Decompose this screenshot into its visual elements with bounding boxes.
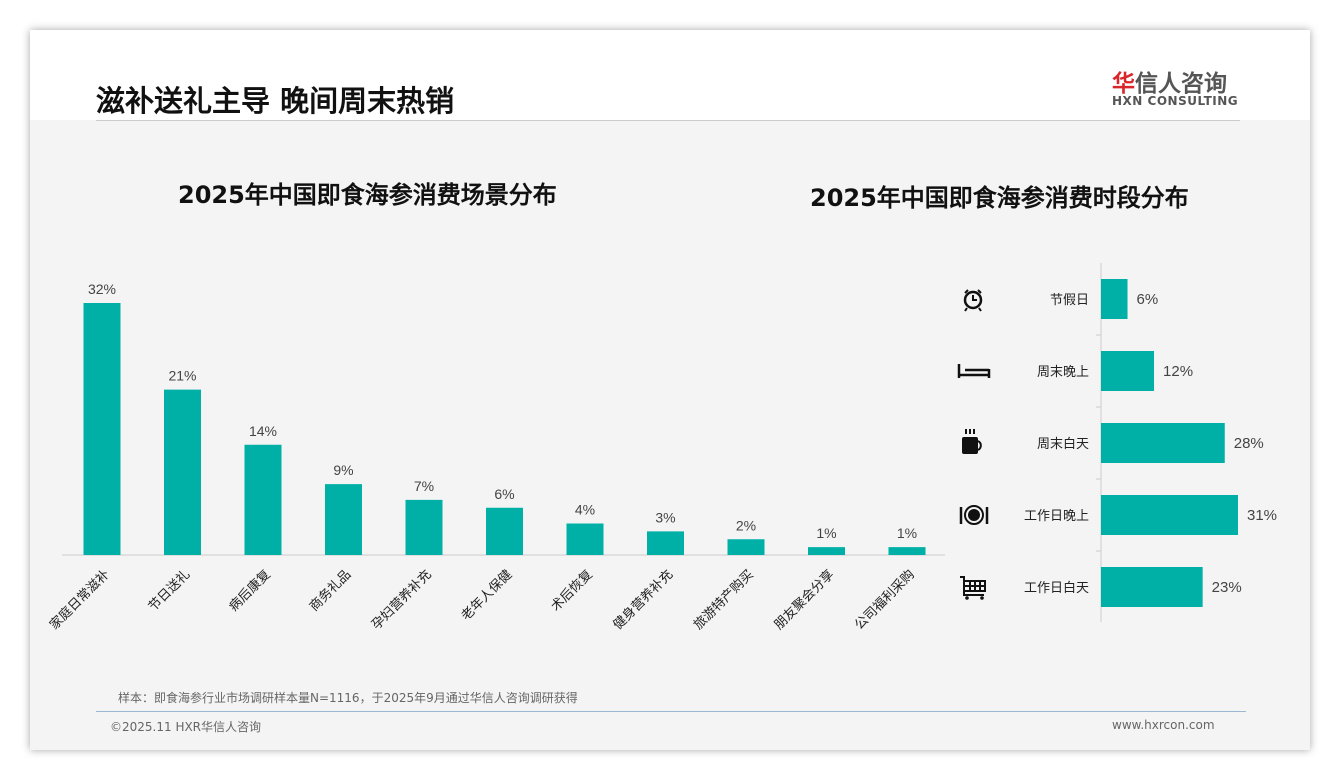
hbar-2 — [1101, 423, 1225, 463]
bar-label-9: 1% — [816, 525, 836, 541]
footer-divider — [96, 711, 1246, 712]
hbar-label-4: 23% — [1212, 579, 1242, 596]
cart-body — [960, 576, 986, 596]
bar-label-6: 4% — [575, 502, 595, 518]
hbar-3 — [1101, 495, 1238, 535]
cart-wheel — [980, 596, 984, 600]
hbar-1 — [1101, 351, 1155, 391]
bar-4 — [405, 499, 443, 555]
bar-8 — [727, 539, 765, 555]
page-title: 滋补送礼主导 晚间周末热销 — [96, 84, 455, 118]
category-label-9: 朋友聚会分享 — [771, 567, 837, 633]
chart-title-time: 2025年中国即食海参消费时段分布 — [810, 184, 1189, 212]
bar-label-8: 2% — [736, 517, 756, 533]
header — [30, 30, 1310, 120]
bar-label-10: 1% — [897, 525, 917, 541]
mug-body — [962, 437, 978, 454]
bar-6 — [566, 523, 604, 555]
chart-title-scene: 2025年中国即食海参消费场景分布 — [178, 181, 557, 209]
bar-1 — [164, 389, 201, 555]
bar-5 — [486, 507, 523, 555]
category-label-4: 孕妇营养补充 — [368, 567, 434, 633]
clock-hands — [964, 289, 982, 312]
footer-copyright: ©2025.11 HXR华信人咨询 — [110, 720, 262, 734]
logo-en: HXN CONSULTING — [1112, 94, 1239, 108]
plate — [964, 505, 984, 525]
time-label-2: 周末白天 — [1037, 436, 1089, 452]
plate-inner — [968, 509, 980, 521]
mug-handle — [965, 429, 982, 451]
category-label-0: 家庭日常滋补 — [46, 567, 112, 633]
category-label-8: 旅游特产购买 — [690, 567, 756, 633]
category-label-2: 病后康复 — [226, 567, 274, 615]
cutlery — [959, 507, 989, 524]
bar-label-2: 14% — [249, 423, 277, 439]
bar-label-5: 6% — [494, 486, 514, 502]
logo: 华信人咨询 — [1112, 64, 1227, 98]
bar-10 — [888, 547, 926, 555]
bar-0 — [83, 303, 121, 555]
bar-label-0: 32% — [88, 281, 116, 297]
bar-7 — [647, 531, 684, 555]
hbar-0 — [1101, 279, 1128, 319]
category-label-3: 商务礼品 — [306, 567, 354, 615]
coffee-mug-icon — [962, 429, 982, 454]
category-label-7: 健身营养补充 — [610, 567, 676, 633]
hbar-4 — [1101, 567, 1203, 607]
bar-label-3: 9% — [333, 462, 353, 478]
bar-3 — [325, 484, 362, 555]
category-label-5: 老年人保健 — [459, 567, 516, 624]
bed-icon — [957, 364, 991, 378]
footer-url: www.hxrcon.com — [1112, 718, 1215, 732]
time-label-0: 节假日 — [1050, 293, 1089, 308]
logo-red: 华 — [1112, 71, 1135, 97]
sample-note: 样本：即食海参行业市场调研样本量N=1116，于2025年9月通过华信人咨询调研… — [118, 691, 578, 705]
header-divider — [96, 120, 1240, 121]
logo-cn: 信人咨询 — [1135, 71, 1227, 97]
bar-label-4: 7% — [414, 478, 434, 494]
hbar-label-2: 28% — [1234, 435, 1264, 452]
bar-9 — [808, 547, 845, 555]
plate-cutlery-icon — [959, 505, 989, 525]
alarm-clock-icon — [963, 289, 983, 312]
hbar-label-0: 6% — [1137, 291, 1159, 308]
category-label-1: 节日送礼 — [145, 567, 193, 615]
bar-2 — [244, 444, 282, 555]
category-label-6: 术后恢复 — [548, 567, 595, 614]
time-label-3: 工作日晚上 — [1024, 509, 1089, 524]
hbar-label-3: 31% — [1247, 507, 1277, 524]
slide: 滋补送礼主导 晚间周末热销 华信人咨询 HXN CONSULTING 2025年… — [30, 30, 1310, 750]
bed-shape — [957, 364, 991, 378]
bar-label-1: 21% — [168, 368, 196, 384]
time-label-1: 周末晚上 — [1037, 365, 1089, 380]
hbar-label-1: 12% — [1163, 363, 1193, 380]
cart-wheel — [965, 596, 969, 600]
category-label-10: 公司福利采购 — [851, 567, 917, 633]
time-label-4: 工作日白天 — [1024, 580, 1089, 596]
clock-face — [963, 290, 983, 310]
bar-label-7: 3% — [655, 509, 675, 525]
shopping-cart-icon — [960, 576, 986, 600]
